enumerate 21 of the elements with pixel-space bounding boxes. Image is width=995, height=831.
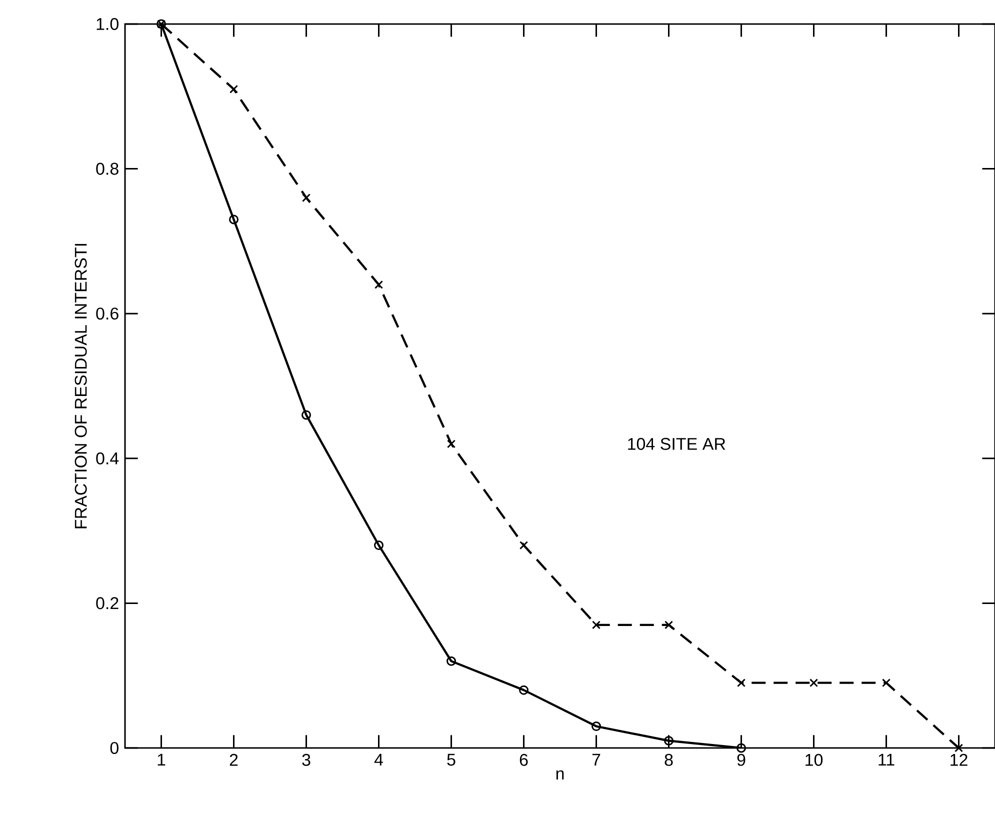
x-tick-label: 4 xyxy=(374,754,383,766)
x-axis-title: n xyxy=(556,770,564,780)
x-tick-label: 2 xyxy=(230,754,238,766)
x-tick-label: 10 xyxy=(806,754,823,766)
y-axis-title: FRACTION OF RESIDUAL INTERSTI xyxy=(74,244,87,528)
x-tick-label: 5 xyxy=(447,754,456,766)
y-tick-label: 0.4 xyxy=(96,452,119,464)
x-tick-label: 7 xyxy=(592,754,600,766)
x-tick-label: 6 xyxy=(520,754,528,766)
y-tick-label: 0 xyxy=(110,742,118,754)
x-tick-label: 11 xyxy=(878,754,894,766)
y-tick-label: 1.0 xyxy=(96,18,118,30)
y-tick-label: 0.8 xyxy=(96,162,118,175)
y-tick-label: 0.6 xyxy=(96,308,118,320)
x-tick-label: 9 xyxy=(737,754,746,766)
x-tick-label: 8 xyxy=(664,754,673,766)
y-tick-label: 0.2 xyxy=(96,597,118,610)
x-tick-label: 12 xyxy=(950,754,968,766)
x-tick-label: 3 xyxy=(302,754,310,766)
x-tick-label: 1 xyxy=(158,754,166,766)
annotation: 104 SITE AR xyxy=(628,438,726,450)
